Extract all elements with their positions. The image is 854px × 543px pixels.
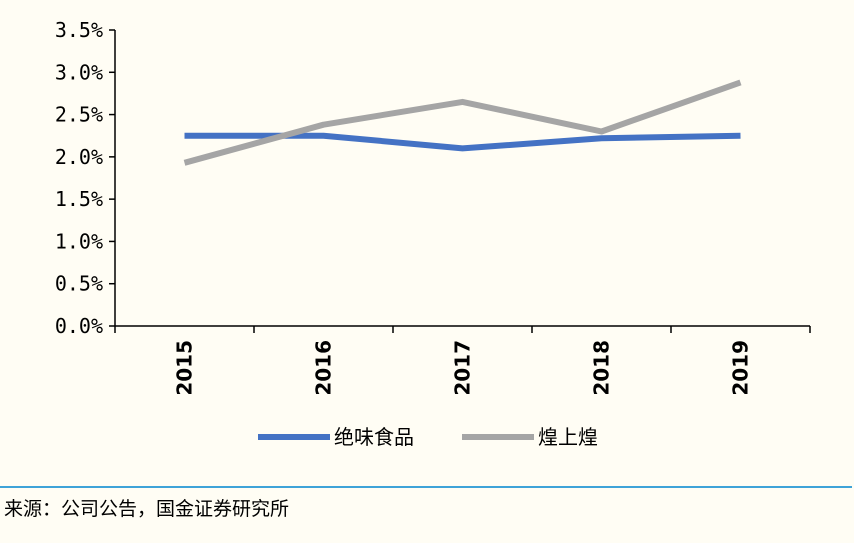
y-tick-label: 3.0% [55,60,103,84]
x-axis-ticks: 2015 2016 2017 2018 2019 [114,326,811,396]
y-tick-label: 1.0% [55,229,103,253]
y-tick-label: 1.5% [55,187,103,211]
series-lines [183,79,742,166]
x-tick-label: 2019 [729,340,753,396]
y-tick-label: 0.5% [55,272,103,296]
y-tick-label: 2.0% [55,145,103,169]
y-axis-ticks: 0.0% 0.5% 1.0% 1.5% 2.0% 2.5% 3.0% 3.5% [55,18,115,338]
y-tick-label: 3.5% [55,18,103,42]
y-tick-label: 0.0% [55,314,103,338]
legend-label-0: 绝味食品 [334,425,414,449]
x-tick-label: 2016 [312,340,336,396]
legend-label-1: 煌上煌 [538,425,598,449]
source-note: 来源：公司公告，国金证券研究所 [4,498,290,520]
source-divider [0,486,852,488]
x-tick-label: 2015 [173,340,197,396]
x-tick-label: 2017 [451,340,475,396]
legend: 绝味食品 煌上煌 [258,425,598,449]
line-chart: 0.0%0.5%1.0%1.5%2.0%2.5%3.0%3.5% 2015 201… [55,18,811,449]
x-tick-label: 2018 [590,340,614,396]
y-tick-label: 2.5% [55,103,103,127]
series-line-1 [183,79,742,166]
